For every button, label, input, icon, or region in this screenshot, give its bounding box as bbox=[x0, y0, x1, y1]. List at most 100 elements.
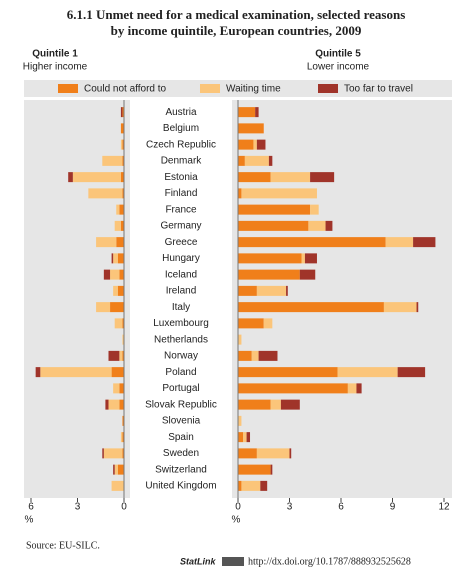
bar-segment bbox=[286, 285, 288, 296]
category-label: Spain bbox=[168, 432, 194, 443]
source: Source: EU-SILC. bbox=[26, 540, 100, 551]
bar-segment bbox=[260, 480, 268, 491]
bar-segment bbox=[238, 123, 264, 134]
category-label: Estonia bbox=[164, 172, 198, 183]
plot-background bbox=[24, 100, 130, 498]
bar-segment bbox=[308, 220, 326, 231]
bar-segment bbox=[397, 367, 426, 378]
category-label: United Kingdom bbox=[145, 481, 216, 492]
category-label: Germany bbox=[160, 221, 201, 232]
bar-segment bbox=[122, 107, 124, 118]
x-tick-label: 9 bbox=[390, 502, 396, 513]
bar-segment bbox=[110, 302, 124, 313]
category-label: Portugal bbox=[162, 383, 199, 394]
legend-swatch bbox=[200, 84, 220, 93]
legend-swatch bbox=[58, 84, 78, 93]
category-label: Italy bbox=[172, 302, 190, 313]
x-tick-label: 3 bbox=[287, 502, 293, 513]
bar-segment bbox=[268, 155, 273, 166]
bar-segment bbox=[120, 139, 123, 150]
legend-box bbox=[24, 80, 452, 97]
bar-segment bbox=[117, 285, 124, 296]
panel-title: Quintile 1 bbox=[32, 49, 78, 60]
bar-segment bbox=[238, 383, 348, 394]
bar-segment bbox=[253, 139, 257, 150]
bar-segment bbox=[383, 302, 417, 313]
x-axis-label: % bbox=[25, 515, 34, 526]
category-label: Slovak Republic bbox=[145, 399, 217, 410]
bar-segment bbox=[122, 432, 124, 443]
bar-segment bbox=[299, 269, 316, 280]
bar-segment bbox=[238, 139, 254, 150]
bar-segment bbox=[238, 172, 271, 183]
bar-segment bbox=[241, 188, 317, 199]
bar-segment bbox=[241, 480, 261, 491]
bar-segment bbox=[122, 334, 124, 345]
bar-segment bbox=[244, 155, 269, 166]
bar-segment bbox=[122, 188, 124, 199]
bar-segment bbox=[238, 415, 242, 426]
bar-segment bbox=[238, 253, 302, 264]
bar-segment bbox=[120, 123, 124, 134]
bar-segment bbox=[122, 350, 124, 361]
bar-segment bbox=[301, 253, 305, 264]
category-label: Slovenia bbox=[162, 416, 201, 427]
bar-segment bbox=[111, 480, 124, 491]
legend-label: Waiting time bbox=[226, 84, 281, 95]
bar-segment bbox=[68, 172, 73, 183]
x-tick-label: 6 bbox=[338, 502, 344, 513]
bar-segment bbox=[238, 285, 257, 296]
bar-segment bbox=[270, 399, 281, 410]
statlink-label: StatLink bbox=[180, 556, 216, 566]
bar-segment bbox=[103, 448, 123, 459]
bar-segment bbox=[310, 172, 335, 183]
bar-segment bbox=[111, 367, 124, 378]
statlink-url: http://dx.doi.org/10.1787/888932525628 bbox=[248, 556, 411, 567]
chart-title: by income quintile, European countries, … bbox=[111, 23, 362, 38]
bar-segment bbox=[347, 383, 357, 394]
category-label: Sweden bbox=[163, 448, 199, 459]
bar-segment bbox=[103, 269, 111, 280]
bar-segment bbox=[270, 464, 273, 475]
statlink-icon bbox=[222, 557, 244, 566]
bar-segment bbox=[385, 237, 414, 248]
bar-segment bbox=[96, 302, 111, 313]
bar-segment bbox=[238, 432, 244, 443]
bar-segment bbox=[108, 399, 120, 410]
bar-segment bbox=[111, 253, 114, 264]
bar-segment bbox=[119, 350, 123, 361]
bar-segment bbox=[280, 399, 300, 410]
x-tick-label: 12 bbox=[438, 502, 450, 513]
bar-segment bbox=[119, 399, 124, 410]
bar-segment bbox=[238, 204, 311, 215]
bar-segment bbox=[113, 285, 118, 296]
bar-segment bbox=[256, 285, 287, 296]
bar-segment bbox=[304, 253, 317, 264]
panel-subtitle: Higher income bbox=[23, 62, 88, 73]
bar-segment bbox=[238, 367, 338, 378]
bar-segment bbox=[88, 188, 123, 199]
bar-segment bbox=[120, 432, 123, 443]
bar-segment bbox=[102, 448, 104, 459]
bar-segment bbox=[113, 383, 120, 394]
bar-segment bbox=[122, 318, 124, 329]
bar-segment bbox=[256, 448, 290, 459]
bar-segment bbox=[120, 220, 124, 231]
bar-segment bbox=[119, 383, 124, 394]
legend-label: Could not afford to bbox=[84, 84, 167, 95]
bar-segment bbox=[238, 334, 242, 345]
category-label: France bbox=[165, 204, 197, 215]
panel-subtitle: Lower income bbox=[307, 62, 370, 73]
bar-segment bbox=[122, 155, 124, 166]
category-label: Greece bbox=[165, 237, 198, 248]
bar-segment bbox=[40, 367, 112, 378]
bar-segment bbox=[114, 464, 118, 475]
bar-segment bbox=[416, 302, 419, 313]
bar-segment bbox=[113, 464, 115, 475]
category-label: Norway bbox=[164, 351, 198, 362]
bar-segment bbox=[119, 269, 124, 280]
x-tick-label: 6 bbox=[28, 502, 34, 513]
bar-segment bbox=[255, 107, 259, 118]
category-label: Austria bbox=[165, 107, 197, 118]
bar-segment bbox=[238, 448, 257, 459]
